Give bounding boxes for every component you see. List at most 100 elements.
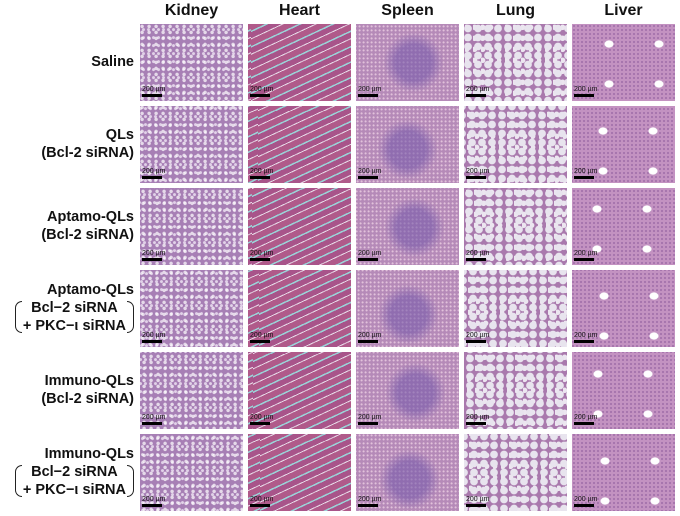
scale-bar-line xyxy=(142,176,162,179)
scale-bar: 200 µm xyxy=(142,250,166,261)
scale-bar: 200 µm xyxy=(142,86,166,97)
scale-bar-label: 200 µm xyxy=(250,250,274,257)
scale-bar: 200 µm xyxy=(574,86,598,97)
micrograph-liver: 200 µm xyxy=(572,24,675,101)
scale-bar-label: 200 µm xyxy=(250,332,274,339)
row-label: Aptamo-QLs Bcl−2 siRNA + PKC−ι siRNA xyxy=(0,281,135,335)
micrograph-liver: 200 µm xyxy=(572,270,675,347)
micrograph-heart: 200 µm xyxy=(248,106,351,183)
scale-bar-label: 200 µm xyxy=(250,86,274,93)
row-label-line2: (Bcl-2 siRNA) xyxy=(41,227,134,243)
micrograph-lung: 200 µm xyxy=(464,106,567,183)
micrograph-heart: 200 µm xyxy=(248,270,351,347)
row-label-line2: (Bcl-2 siRNA) xyxy=(41,391,134,407)
micrograph-heart: 200 µm xyxy=(248,434,351,511)
micrograph-heart: 200 µm xyxy=(248,352,351,429)
scale-bar-line xyxy=(466,258,486,261)
scale-bar-label: 200 µm xyxy=(574,332,598,339)
scale-bar-label: 200 µm xyxy=(250,168,274,175)
scale-bar-label: 200 µm xyxy=(466,86,490,93)
row-label: Immuno-QLs Bcl−2 siRNA + PKC−ι siRNA xyxy=(0,445,135,499)
scale-bar-label: 200 µm xyxy=(466,414,490,421)
scale-bar-line xyxy=(574,258,594,261)
scale-bar-line xyxy=(358,504,378,507)
scale-bar: 200 µm xyxy=(250,86,274,97)
scale-bar-line xyxy=(142,258,162,261)
scale-bar: 200 µm xyxy=(250,414,274,425)
micrograph-lung: 200 µm xyxy=(464,270,567,347)
column-header-liver: Liver xyxy=(604,2,643,19)
micrograph-spleen: 200 µm xyxy=(356,352,459,429)
scale-bar: 200 µm xyxy=(250,496,274,507)
scale-bar-line xyxy=(250,176,270,179)
scale-bar: 200 µm xyxy=(466,496,490,507)
scale-bar-label: 200 µm xyxy=(466,332,490,339)
scale-bar-label: 200 µm xyxy=(142,168,166,175)
scale-bar-label: 200 µm xyxy=(142,332,166,339)
scale-bar-line xyxy=(466,176,486,179)
column-header-heart: Heart xyxy=(279,2,320,19)
row-label-line2: Bcl−2 siRNA xyxy=(31,300,118,316)
scale-bar-label: 200 µm xyxy=(250,414,274,421)
row-label-line3: + PKC−ι siRNA xyxy=(22,318,126,334)
micrograph-liver: 200 µm xyxy=(572,106,675,183)
micrograph-kidney: 200 µm xyxy=(140,106,243,183)
scale-bar-line xyxy=(574,504,594,507)
scale-bar: 200 µm xyxy=(358,414,382,425)
scale-bar-line xyxy=(466,94,486,97)
scale-bar-line xyxy=(250,422,270,425)
scale-bar-line xyxy=(142,340,162,343)
row-label-bracket: Bcl−2 siRNA + PKC−ι siRNA xyxy=(14,463,135,499)
scale-bar-label: 200 µm xyxy=(358,414,382,421)
row-label-title: QLs xyxy=(105,127,134,143)
row-label: Aptamo-QLs (Bcl-2 siRNA) xyxy=(0,208,134,244)
scale-bar-line xyxy=(466,340,486,343)
scale-bar-line xyxy=(358,258,378,261)
scale-bar-line xyxy=(574,422,594,425)
scale-bar-label: 200 µm xyxy=(574,250,598,257)
scale-bar: 200 µm xyxy=(466,332,490,343)
micrograph-lung: 200 µm xyxy=(464,434,567,511)
scale-bar-label: 200 µm xyxy=(358,250,382,257)
scale-bar: 200 µm xyxy=(142,332,166,343)
scale-bar-line xyxy=(574,94,594,97)
row-label-line2: Bcl−2 siRNA xyxy=(31,464,118,480)
scale-bar-line xyxy=(250,258,270,261)
row-label: Immuno-QLs (Bcl-2 siRNA) xyxy=(0,372,134,408)
scale-bar: 200 µm xyxy=(358,86,382,97)
scale-bar: 200 µm xyxy=(358,332,382,343)
micrograph-spleen: 200 µm xyxy=(356,434,459,511)
scale-bar-label: 200 µm xyxy=(574,414,598,421)
scale-bar-line xyxy=(142,504,162,507)
micrograph-heart: 200 µm xyxy=(248,188,351,265)
row-label: QLs (Bcl-2 siRNA) xyxy=(0,126,134,162)
row-label-title: Immuno-QLs xyxy=(44,373,134,389)
scale-bar: 200 µm xyxy=(466,168,490,179)
scale-bar: 200 µm xyxy=(142,414,166,425)
micrograph-spleen: 200 µm xyxy=(356,270,459,347)
scale-bar-line xyxy=(358,340,378,343)
scale-bar: 200 µm xyxy=(250,332,274,343)
scale-bar: 200 µm xyxy=(574,496,598,507)
scale-bar-label: 200 µm xyxy=(142,86,166,93)
scale-bar: 200 µm xyxy=(358,168,382,179)
scale-bar-line xyxy=(466,504,486,507)
scale-bar: 200 µm xyxy=(142,496,166,507)
scale-bar-label: 200 µm xyxy=(358,496,382,503)
scale-bar: 200 µm xyxy=(574,250,598,261)
scale-bar-label: 200 µm xyxy=(466,250,490,257)
scale-bar-line xyxy=(250,504,270,507)
micrograph-liver: 200 µm xyxy=(572,434,675,511)
micrograph-kidney: 200 µm xyxy=(140,270,243,347)
scale-bar: 200 µm xyxy=(466,414,490,425)
scale-bar-label: 200 µm xyxy=(250,496,274,503)
micrograph-kidney: 200 µm xyxy=(140,352,243,429)
scale-bar: 200 µm xyxy=(358,250,382,261)
row-label: Saline xyxy=(0,53,134,71)
scale-bar-line xyxy=(250,340,270,343)
row-label-line3: + PKC−ι siRNA xyxy=(22,482,126,498)
row-label-line2: (Bcl-2 siRNA) xyxy=(41,145,134,161)
scale-bar: 200 µm xyxy=(574,168,598,179)
scale-bar-label: 200 µm xyxy=(466,168,490,175)
scale-bar-line xyxy=(142,94,162,97)
